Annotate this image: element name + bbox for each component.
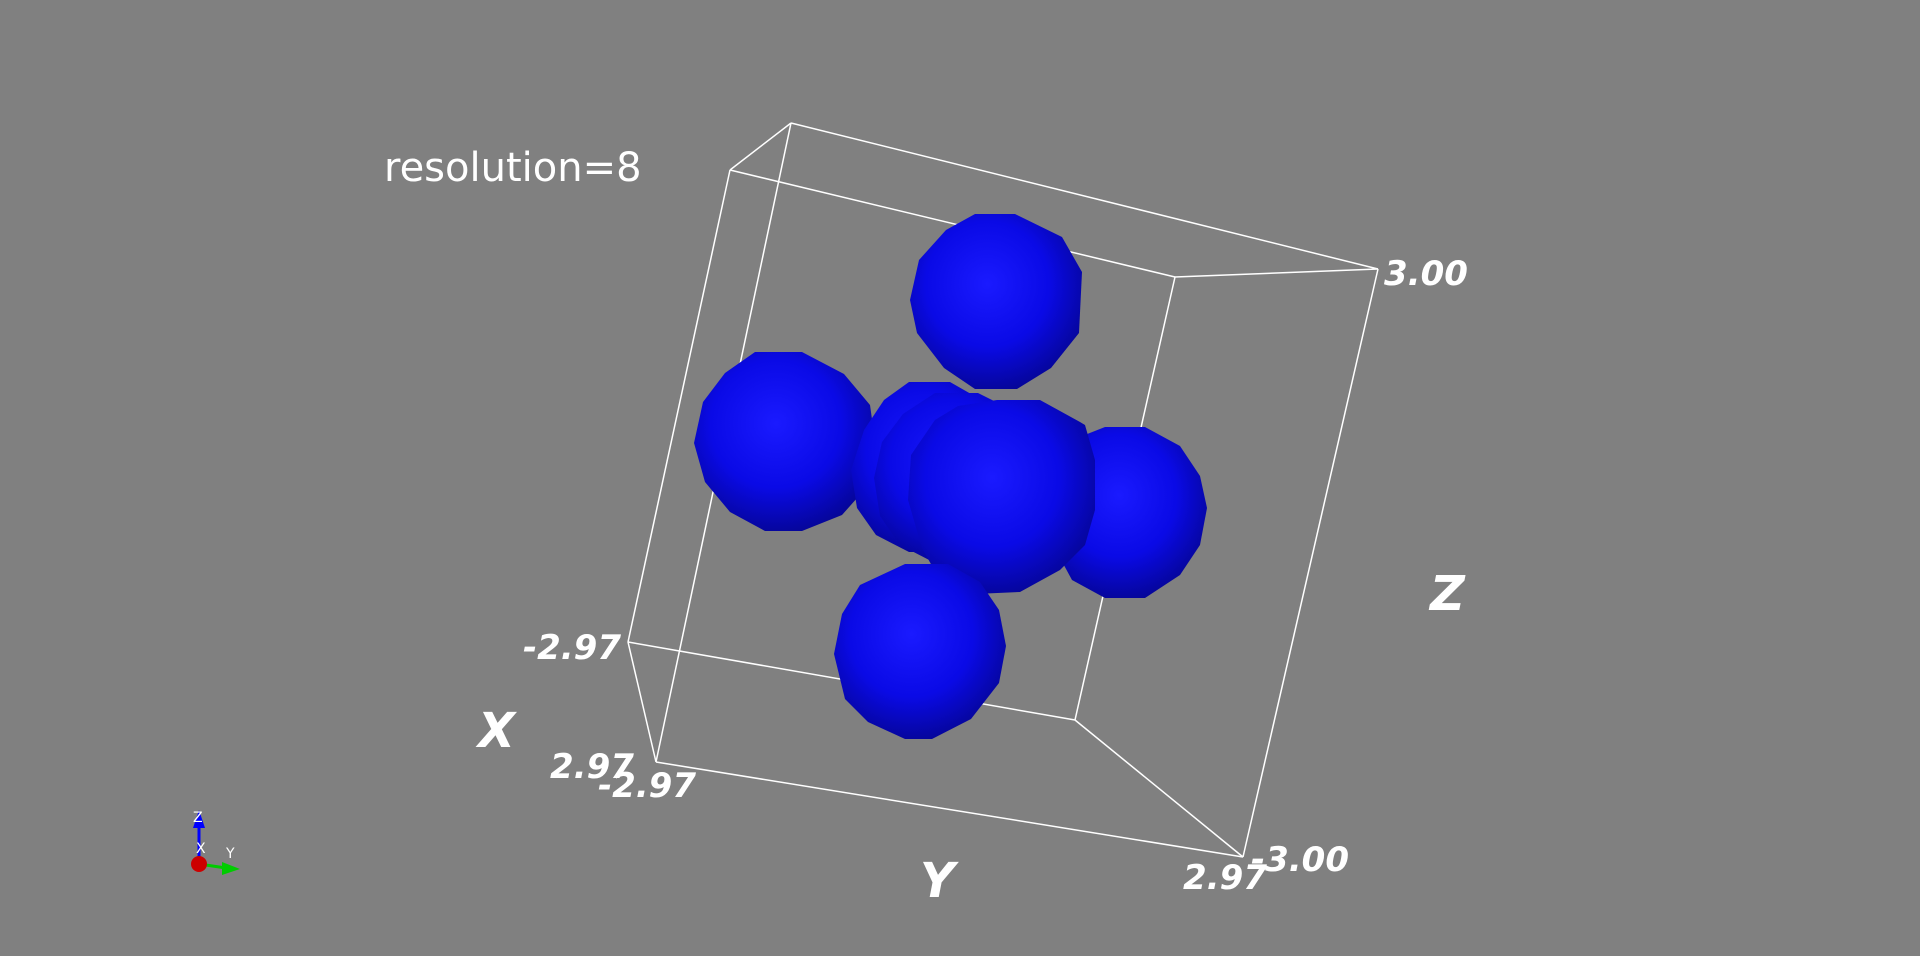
box-edge	[1242, 268, 1379, 858]
x-axis-label: X	[475, 703, 517, 759]
resolution-title: resolution=8	[384, 145, 642, 191]
box-edge	[1174, 268, 1379, 278]
orientation-x-label: X	[196, 841, 206, 857]
box-edge	[627, 641, 657, 763]
box-edge	[1074, 719, 1244, 858]
x-axis-min-tick: -2.97	[523, 628, 621, 668]
box-edge	[790, 122, 1379, 270]
y-axis-max-tick: 2.97	[1183, 858, 1267, 898]
x-axis-marker	[191, 856, 207, 872]
sphere[interactable]	[834, 564, 1006, 739]
sphere[interactable]	[694, 352, 876, 531]
sphere[interactable]	[908, 400, 1095, 594]
z-axis-min-tick: -3.00	[1251, 840, 1349, 880]
y-axis-arrowhead	[222, 862, 240, 875]
box-edge	[729, 122, 792, 171]
box-edge	[655, 761, 1244, 858]
y-axis-label: Y	[920, 853, 959, 909]
sphere-group	[694, 214, 1207, 739]
z-axis-arrowhead	[193, 810, 205, 828]
orientation-z-label: Z	[193, 810, 203, 826]
x-axis-max-tick: 2.97	[550, 747, 634, 787]
z-axis-label: Z	[1428, 566, 1466, 622]
box-edge	[729, 169, 1176, 278]
sphere[interactable]	[910, 214, 1082, 389]
z-axis-max-tick: 3.00	[1384, 254, 1468, 294]
orientation-widget[interactable]: Z X Y	[191, 810, 240, 875]
box-edge	[627, 169, 731, 643]
orientation-y-label: Y	[225, 846, 235, 862]
y-axis-min-tick: -2.97	[598, 766, 696, 806]
